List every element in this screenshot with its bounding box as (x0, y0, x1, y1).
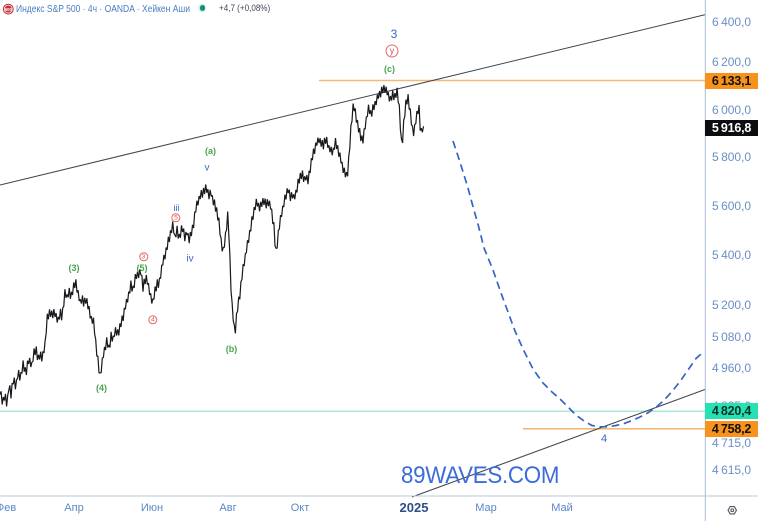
svg-text:500: 500 (5, 7, 13, 12)
